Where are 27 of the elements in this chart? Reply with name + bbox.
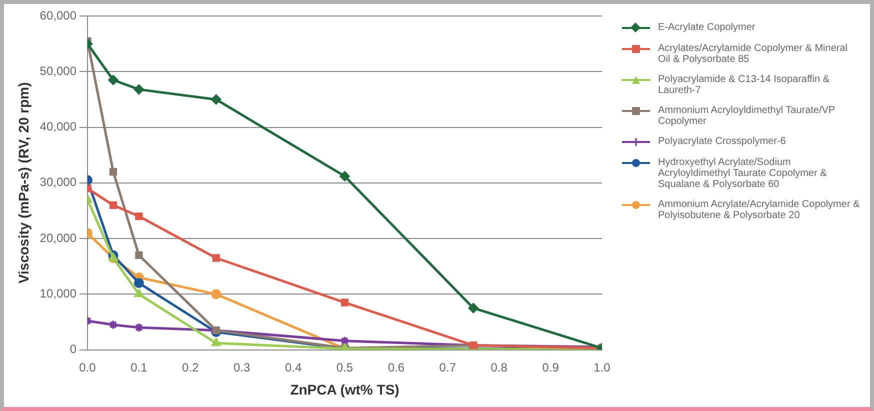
x-tick-label: 0.4 bbox=[284, 360, 302, 374]
x-tick-label: 0.9 bbox=[542, 360, 560, 374]
x-tick-label: 0.3 bbox=[234, 360, 251, 374]
legend-label: E-Acrylate Copolymer bbox=[658, 22, 756, 33]
legend-label: Polyacrylate Crosspolymer-6 bbox=[658, 136, 786, 147]
legend-label: Hydroxyethyl Acrylate/Sodium Acryloyldimethyl Taurate Copolymer & Squalane & Polysorbate 60 bbox=[658, 157, 828, 190]
y-tick-label: 60,000 bbox=[40, 8, 77, 22]
y-axis-title: Viscosity (mPa-s) (RV, 20 rpm) bbox=[15, 82, 32, 284]
x-tick-label: 0.1 bbox=[130, 360, 148, 374]
legend-label: Acrylates/Acrylamide Copolymer & Mineral Oil & Polysorbate 85 bbox=[658, 43, 849, 65]
y-tick-label: 50,000 bbox=[40, 64, 77, 78]
x-tick-label: 0.6 bbox=[388, 360, 405, 374]
x-tick-label: 0.5 bbox=[336, 360, 354, 374]
y-tick-label: 10,000 bbox=[40, 286, 77, 300]
y-tick-label: 40,000 bbox=[40, 120, 77, 134]
y-tick-label: 20,000 bbox=[40, 230, 77, 245]
x-tick-label: 0.8 bbox=[490, 360, 508, 374]
y-tick-label: 30,000 bbox=[40, 175, 77, 190]
x-tick-label: 0.7 bbox=[439, 360, 456, 374]
y-tick-label: 0 bbox=[70, 342, 77, 356]
x-tick-label: 1.0 bbox=[594, 360, 611, 374]
x-tick-label: 0.0 bbox=[79, 360, 96, 374]
legend-label: Ammonium Acrylate/Acrylamide Copolymer & Polyisobutene & Polysorbate 20 bbox=[658, 199, 861, 221]
legend-label: Polyacrylamide & C13-14 Isoparaffin & Laureth-7 bbox=[658, 74, 831, 96]
legend-label: Ammonium Acryloyldimethyl Taurate/VP Copolymer bbox=[658, 105, 836, 127]
x-tick-label: 0.2 bbox=[182, 360, 200, 374]
x-axis-title: ZnPCA (wt% TS) bbox=[290, 381, 400, 398]
